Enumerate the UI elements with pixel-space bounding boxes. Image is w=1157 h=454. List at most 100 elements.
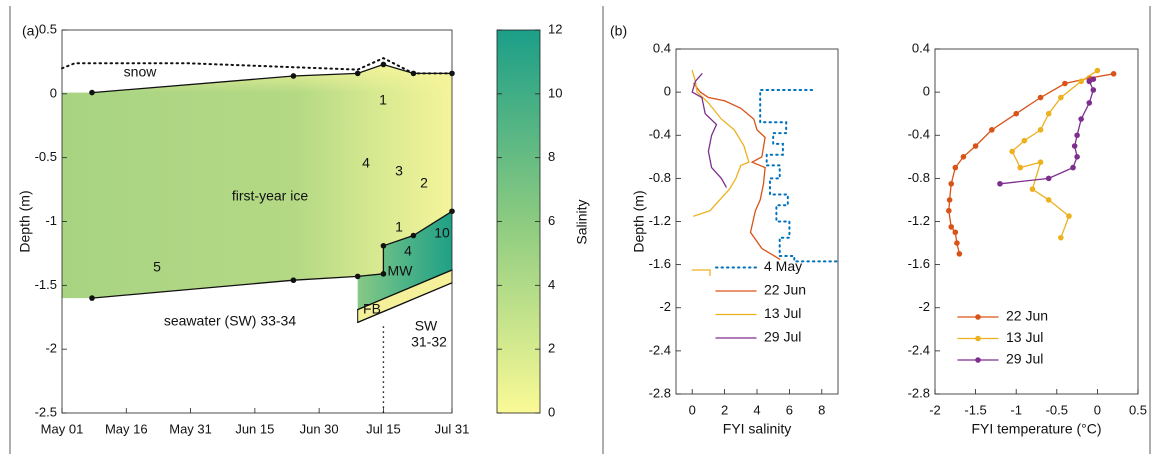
x-tick-label: May 01 [41,421,84,436]
series-marker [972,143,979,149]
series-marker [1017,164,1024,171]
legend-label: 13 Jul [1006,329,1043,345]
y-tick-label: -1.6 [649,256,671,271]
legend-marker [975,357,981,363]
y-tick-label: -1 [45,213,57,228]
legend-label: 13 Jul [764,305,801,321]
y-tick-label: 0 [923,84,930,99]
y-tick-label: -1.5 [35,277,57,292]
y-tick-label: -1.2 [908,213,930,228]
plot-area [946,67,1117,257]
series-marker [1009,148,1015,155]
series-line [759,89,838,263]
series-marker [1029,186,1036,192]
y-tick-label: -1.6 [908,256,930,271]
colorbar-tick-label: 6 [548,213,555,228]
series-marker [1074,154,1080,160]
series-marker [1045,175,1052,182]
annotation: 1 [379,92,387,108]
series-marker [1037,94,1044,101]
x-tick-label: Jun 15 [235,421,274,436]
series-marker [948,180,955,187]
y-tick-label: -2.4 [908,342,930,357]
y-tick-label: -2 [659,299,671,314]
axes-frame [675,48,839,395]
series-marker [956,251,963,257]
series-marker [1058,234,1064,241]
legend-marker [975,335,981,342]
legend-label: 22 Jun [764,282,806,298]
y-tick-label: -2 [918,299,930,314]
series-marker [89,89,95,96]
x-tick-label: 6 [786,402,793,417]
series-marker [1090,87,1097,93]
series-marker [354,70,361,77]
x-axis-label: FYI temperature (°C) [971,421,1101,437]
series-line [691,73,727,188]
series-line [948,73,1115,255]
series-marker [1037,127,1044,133]
x-tick-label: 4 [753,402,760,417]
plot-area [691,69,838,277]
y-tick-label: -2 [45,341,57,356]
series-line [357,282,453,324]
series-marker [1110,70,1117,77]
x-tick-label: -1.5 [964,402,986,417]
ice-surface-field [62,64,452,299]
x-tick-label: 8 [818,402,825,417]
series-marker [1037,159,1044,166]
series-marker [1045,110,1052,117]
y-tick-label: -0.4 [649,127,671,142]
y-tick-label: -0.8 [649,170,671,185]
series-marker [1021,137,1028,144]
series-marker [1070,164,1076,171]
x-axis-label: FYI salinity [723,421,791,437]
y-tick-label: -0.4 [908,127,930,142]
y-tick-label: 0.4 [653,40,671,55]
colorbar-tick-label: 12 [548,21,562,36]
series-marker [960,154,967,160]
series-marker [948,224,955,230]
series-marker [952,229,959,236]
series-marker [410,70,417,77]
series-marker [1071,143,1078,149]
annotation: 31-32 [411,334,447,350]
y-tick-label: -2.4 [649,342,671,357]
series-line [999,78,1094,185]
series-marker [1078,116,1084,122]
series-marker [1086,78,1093,85]
legend-label: 22 Jun [1006,308,1048,324]
series-line [91,63,453,94]
annotation: FB [363,301,381,317]
x-tick-label: Jul 31 [435,421,470,436]
series-marker [1058,94,1064,101]
x-tick-label: Jul 15 [366,421,401,436]
series-marker [380,61,387,68]
series-marker [410,232,417,239]
legend-label: 4 May [764,258,802,274]
series-marker [1074,132,1080,139]
annotation: 5 [153,259,161,275]
x-tick-label: May 31 [169,421,212,436]
annotation: first-year ice [232,188,308,204]
colorbar [496,29,541,414]
series-marker [1094,67,1101,74]
legend-marker [975,314,981,320]
series-marker [380,271,387,277]
annotation: 4 [404,243,412,259]
y-tick-label: -0.5 [35,149,57,164]
y-tick-label: 0 [50,85,57,100]
annotation: snow [124,64,158,80]
annotation: 1 [395,219,403,235]
annotation: MW [388,263,414,279]
series-marker [1062,80,1068,87]
annotation: 10 [434,225,450,241]
y-tick-label: 0.4 [912,40,930,55]
y-tick-label: -1.2 [649,213,671,228]
y-tick-label: -2.8 [908,385,930,400]
series-marker [290,277,297,284]
series-marker [946,207,952,214]
series-marker [354,273,361,280]
legend-label: 29 Jul [1006,351,1043,367]
series-line [1011,69,1099,239]
